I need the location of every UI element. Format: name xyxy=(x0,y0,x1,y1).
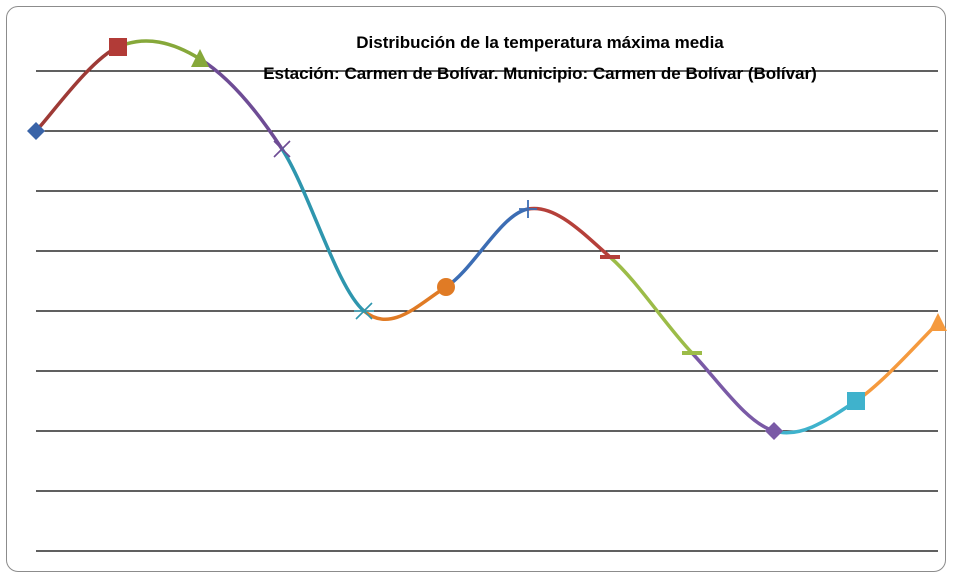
series-segment xyxy=(854,321,940,403)
data-point xyxy=(847,392,865,410)
data-point xyxy=(191,49,209,67)
series-curve xyxy=(34,39,940,435)
data-point xyxy=(437,278,455,296)
gridlines xyxy=(36,70,938,552)
data-point xyxy=(109,38,127,56)
data-point xyxy=(354,302,374,320)
data-point xyxy=(600,255,620,259)
series-segment xyxy=(116,39,202,61)
data-point xyxy=(765,422,783,440)
series-segment xyxy=(772,399,858,435)
data-point xyxy=(27,122,45,140)
series-segment xyxy=(362,285,448,322)
chart-title: Distribución de la temperatura máxima me… xyxy=(356,33,724,52)
data-point xyxy=(273,140,291,158)
series-segment xyxy=(34,45,120,133)
chart-subtitle: Estación: Carmen de Bolívar. Municipio: … xyxy=(263,64,817,83)
data-point xyxy=(929,313,947,331)
chart-frame xyxy=(6,6,946,572)
series-segment xyxy=(198,57,284,151)
data-point xyxy=(519,200,537,218)
data-point xyxy=(682,351,702,355)
series-segment xyxy=(280,147,366,313)
series-segment xyxy=(526,206,612,259)
series-markers xyxy=(27,38,947,440)
series-segment xyxy=(608,255,694,355)
series-segment xyxy=(690,351,776,433)
series-segment xyxy=(444,207,530,289)
